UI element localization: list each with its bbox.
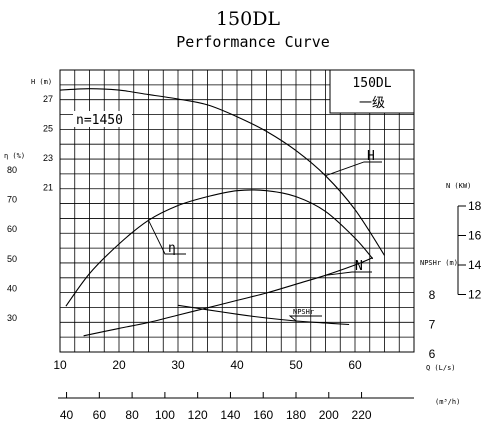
head-axis-title: H (m) <box>31 78 52 86</box>
x-tick-label: 40 <box>230 358 244 372</box>
npsh-tick-label: 7 <box>429 318 436 332</box>
x-tick-label: 60 <box>348 358 362 372</box>
efficiency-tick-label: 80 <box>7 165 17 175</box>
curve-npsh <box>177 304 350 326</box>
power-axis-title: N (KW) <box>446 182 471 190</box>
head-tick-label: 25 <box>43 124 53 134</box>
power-tick-label: 16 <box>468 229 482 243</box>
x2-tick-label: 180 <box>286 408 306 422</box>
head-tick-label: 27 <box>43 94 53 104</box>
curves <box>59 88 385 337</box>
x2-tick-label: 80 <box>125 408 139 422</box>
x2-tick-label: 120 <box>188 408 208 422</box>
axes: 10 20 30 40 50 60 40 60 80 100 120 140 160 180 200 220 2… <box>7 94 482 422</box>
x2-tick-label: 200 <box>319 408 339 422</box>
power-tick-label: 14 <box>468 258 482 272</box>
speed-label: n=1450 <box>76 113 123 128</box>
x2-tick-label: 40 <box>60 408 74 422</box>
curve-head <box>59 88 385 256</box>
power-tick-label: 18 <box>468 199 482 213</box>
curve-labels: Hη N NPSHr <box>148 149 382 322</box>
x2-tick-label: 140 <box>220 408 240 422</box>
x2-tick-label: 60 <box>93 408 107 422</box>
npsh-tick-label: 8 <box>429 288 436 302</box>
head-tick-label: 23 <box>43 153 53 163</box>
efficiency-tick-label: 40 <box>7 283 17 293</box>
head-tick-label: 21 <box>43 183 53 193</box>
efficiency-curve-label: η <box>168 241 176 256</box>
chart-title: 150DL <box>216 8 280 30</box>
head-curve-leader <box>325 161 382 177</box>
stage-label: 一级 <box>359 96 385 111</box>
npsh-axis-title: NPSHr (m) <box>420 259 458 267</box>
model-box <box>329 69 415 114</box>
power-tick-label: 12 <box>468 288 482 302</box>
x2-tick-label: 220 <box>352 408 372 422</box>
x-tick-label: 30 <box>171 358 185 372</box>
curve-power <box>83 257 373 337</box>
npsh-tick-label: 6 <box>429 347 436 361</box>
x2-tick-label: 100 <box>155 408 175 422</box>
npsh-curve-label: NPSHr <box>293 308 314 316</box>
npsh-curve-leader <box>288 315 322 322</box>
efficiency-axis-title: η (%) <box>4 152 25 160</box>
chart-subtitle: Performance Curve <box>176 33 330 51</box>
x-tick-label: 10 <box>53 358 67 372</box>
efficiency-tick-label: 30 <box>7 313 17 323</box>
speed-box <box>73 111 132 127</box>
efficiency-tick-label: 60 <box>7 224 17 234</box>
power-curve-leader <box>325 271 372 276</box>
efficiency-curve-leader <box>148 220 186 255</box>
x2-axis-title: (m³/h) <box>435 398 460 406</box>
curve-efficiency <box>65 189 374 307</box>
x-tick-label: 20 <box>112 358 126 372</box>
head-curve-label: H <box>367 149 375 164</box>
efficiency-tick-label: 70 <box>7 195 17 205</box>
x2-tick-label: 160 <box>253 408 273 422</box>
model-label: 150DL <box>352 76 391 91</box>
power-curve-label: N <box>355 259 363 274</box>
x-axis-title: Q (L/s) <box>426 364 456 372</box>
x-tick-label: 50 <box>289 358 303 372</box>
efficiency-tick-label: 50 <box>7 254 17 264</box>
